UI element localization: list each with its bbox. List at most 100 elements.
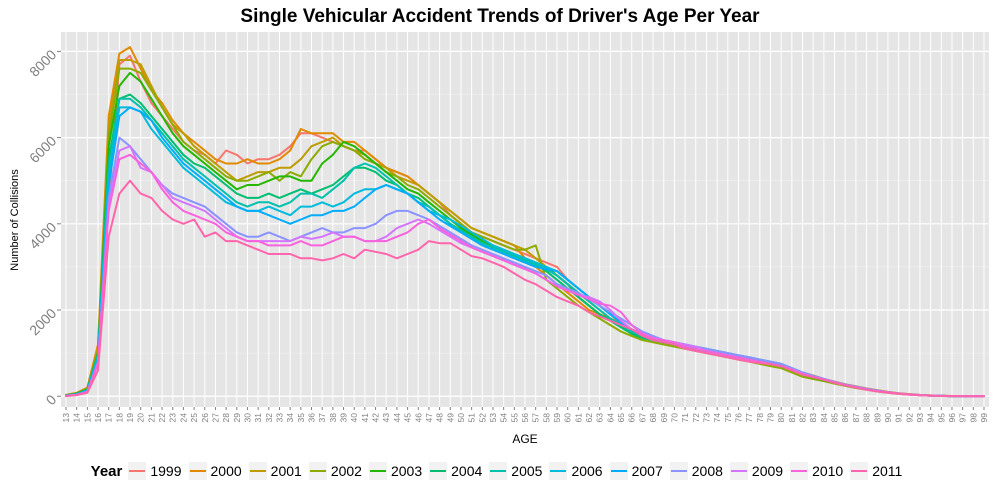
x-tick-label: 42 <box>371 413 381 423</box>
legend-label: 2011 <box>872 463 903 479</box>
x-tick-label: 44 <box>392 413 402 423</box>
legend-item-2006: 2006 <box>549 462 603 480</box>
legend-item-2005: 2005 <box>489 462 542 480</box>
x-tick-label: 45 <box>403 413 413 423</box>
x-tick-label: 20 <box>136 413 146 423</box>
legend-item-2001: 2001 <box>248 462 302 480</box>
x-tick-label: 43 <box>381 413 391 423</box>
x-tick-label: 87 <box>851 413 861 423</box>
x-tick-label: 34 <box>285 413 295 423</box>
x-tick-label: 84 <box>819 413 829 423</box>
legend-key <box>308 462 327 480</box>
x-tick-label: 15 <box>82 413 92 423</box>
x-tick-label: 47 <box>424 413 434 423</box>
legend-item-2004: 2004 <box>429 462 482 480</box>
x-tick-label: 70 <box>669 413 679 423</box>
x-tick-label: 49 <box>445 413 455 423</box>
x-tick-label: 21 <box>146 413 156 423</box>
x-tick-label: 81 <box>787 413 797 423</box>
x-tick-label: 23 <box>168 413 178 423</box>
x-tick-label: 74 <box>712 413 722 423</box>
x-tick-label: 63 <box>595 413 605 423</box>
x-tick-label: 22 <box>157 413 167 423</box>
legend-label: 2000 <box>210 463 242 479</box>
legend-label: 2003 <box>390 463 423 479</box>
x-tick-label: 96 <box>947 413 957 423</box>
x-tick-label: 31 <box>253 413 263 423</box>
legend-label: 2009 <box>751 463 784 479</box>
x-tick-label: 38 <box>328 413 338 423</box>
grid-major <box>61 32 989 407</box>
x-tick-label: 90 <box>883 413 893 423</box>
x-tick-label: 37 <box>317 413 327 423</box>
x-tick-label: 88 <box>862 413 872 423</box>
x-tick-label: 99 <box>979 413 989 423</box>
x-tick-label: 25 <box>189 413 199 423</box>
legend-label: 2010 <box>812 463 844 479</box>
legend-key <box>790 462 809 480</box>
x-tick-label: 46 <box>413 413 423 423</box>
x-tick-label: 75 <box>723 413 733 423</box>
x-tick-label: 94 <box>926 413 936 423</box>
x-tick-label: 68 <box>648 413 658 423</box>
x-tick-label: 18 <box>114 413 124 423</box>
y-tick-label: 4000 <box>26 219 59 252</box>
x-tick-label: 55 <box>509 413 519 423</box>
y-axis-label: Number of Collisions <box>9 169 21 271</box>
chart-title: Single Vehicular Accident Trends of Driv… <box>240 6 760 27</box>
x-tick-label: 14 <box>72 413 82 423</box>
x-tick-label: 60 <box>563 413 573 423</box>
legend-label: 2002 <box>330 463 362 479</box>
x-tick-label: 78 <box>755 413 765 423</box>
y-tick-label: 6000 <box>26 133 59 166</box>
legend-key <box>549 462 568 480</box>
legend-item-2000: 2000 <box>188 462 242 480</box>
legend-key <box>669 462 688 480</box>
x-tick-label: 59 <box>552 413 562 423</box>
x-tick-label: 51 <box>467 413 477 423</box>
x-tick-label: 27 <box>210 413 220 423</box>
x-tick-label: 98 <box>968 413 978 423</box>
x-tick-label: 33 <box>274 413 284 423</box>
legend-item-2010: 2010 <box>790 462 843 480</box>
legend-key <box>489 462 508 480</box>
x-tick-label: 24 <box>178 413 188 423</box>
legend-item-2011: 2011 <box>850 462 902 480</box>
x-tick-label: 13 <box>61 413 71 423</box>
x-tick-label: 29 <box>232 413 242 423</box>
x-tick-label: 77 <box>744 413 754 423</box>
x-tick-label: 80 <box>776 413 786 423</box>
legend-item-2009: 2009 <box>729 462 784 480</box>
x-tick-label: 72 <box>691 413 701 423</box>
legend-key <box>850 462 869 480</box>
x-tick-label: 79 <box>766 413 776 423</box>
x-axis-label: AGE <box>512 432 537 446</box>
x-tick-label: 54 <box>499 413 509 423</box>
x-tick-label: 56 <box>520 413 530 423</box>
legend-key <box>128 462 147 480</box>
x-tick-label: 30 <box>242 413 252 423</box>
x-tick-label: 32 <box>264 413 274 423</box>
y-tick-label: 0 <box>43 391 60 408</box>
legend-item-2003: 2003 <box>368 462 423 480</box>
legend-key <box>368 462 387 480</box>
legend-item-1999: 1999 <box>128 462 182 480</box>
legend-label: 2001 <box>270 463 302 479</box>
x-tick-label: 89 <box>872 413 882 423</box>
legend-item-2007: 2007 <box>609 462 663 480</box>
legend-key <box>429 462 448 480</box>
x-tick-label: 62 <box>584 413 594 423</box>
legend-key <box>609 462 628 480</box>
x-tick-label: 40 <box>349 413 359 423</box>
x-tick-label: 69 <box>659 413 669 423</box>
x-tick-label: 82 <box>798 413 808 423</box>
legend-key <box>729 462 748 480</box>
x-tick-label: 28 <box>221 413 231 423</box>
x-tick-label: 61 <box>573 413 583 423</box>
legend-key <box>248 462 267 480</box>
x-tick-label: 16 <box>93 413 103 423</box>
x-tick-label: 65 <box>616 413 626 423</box>
legend-title: Year <box>90 462 123 480</box>
x-tick-label: 73 <box>701 413 711 423</box>
x-tick-label: 91 <box>894 413 904 423</box>
